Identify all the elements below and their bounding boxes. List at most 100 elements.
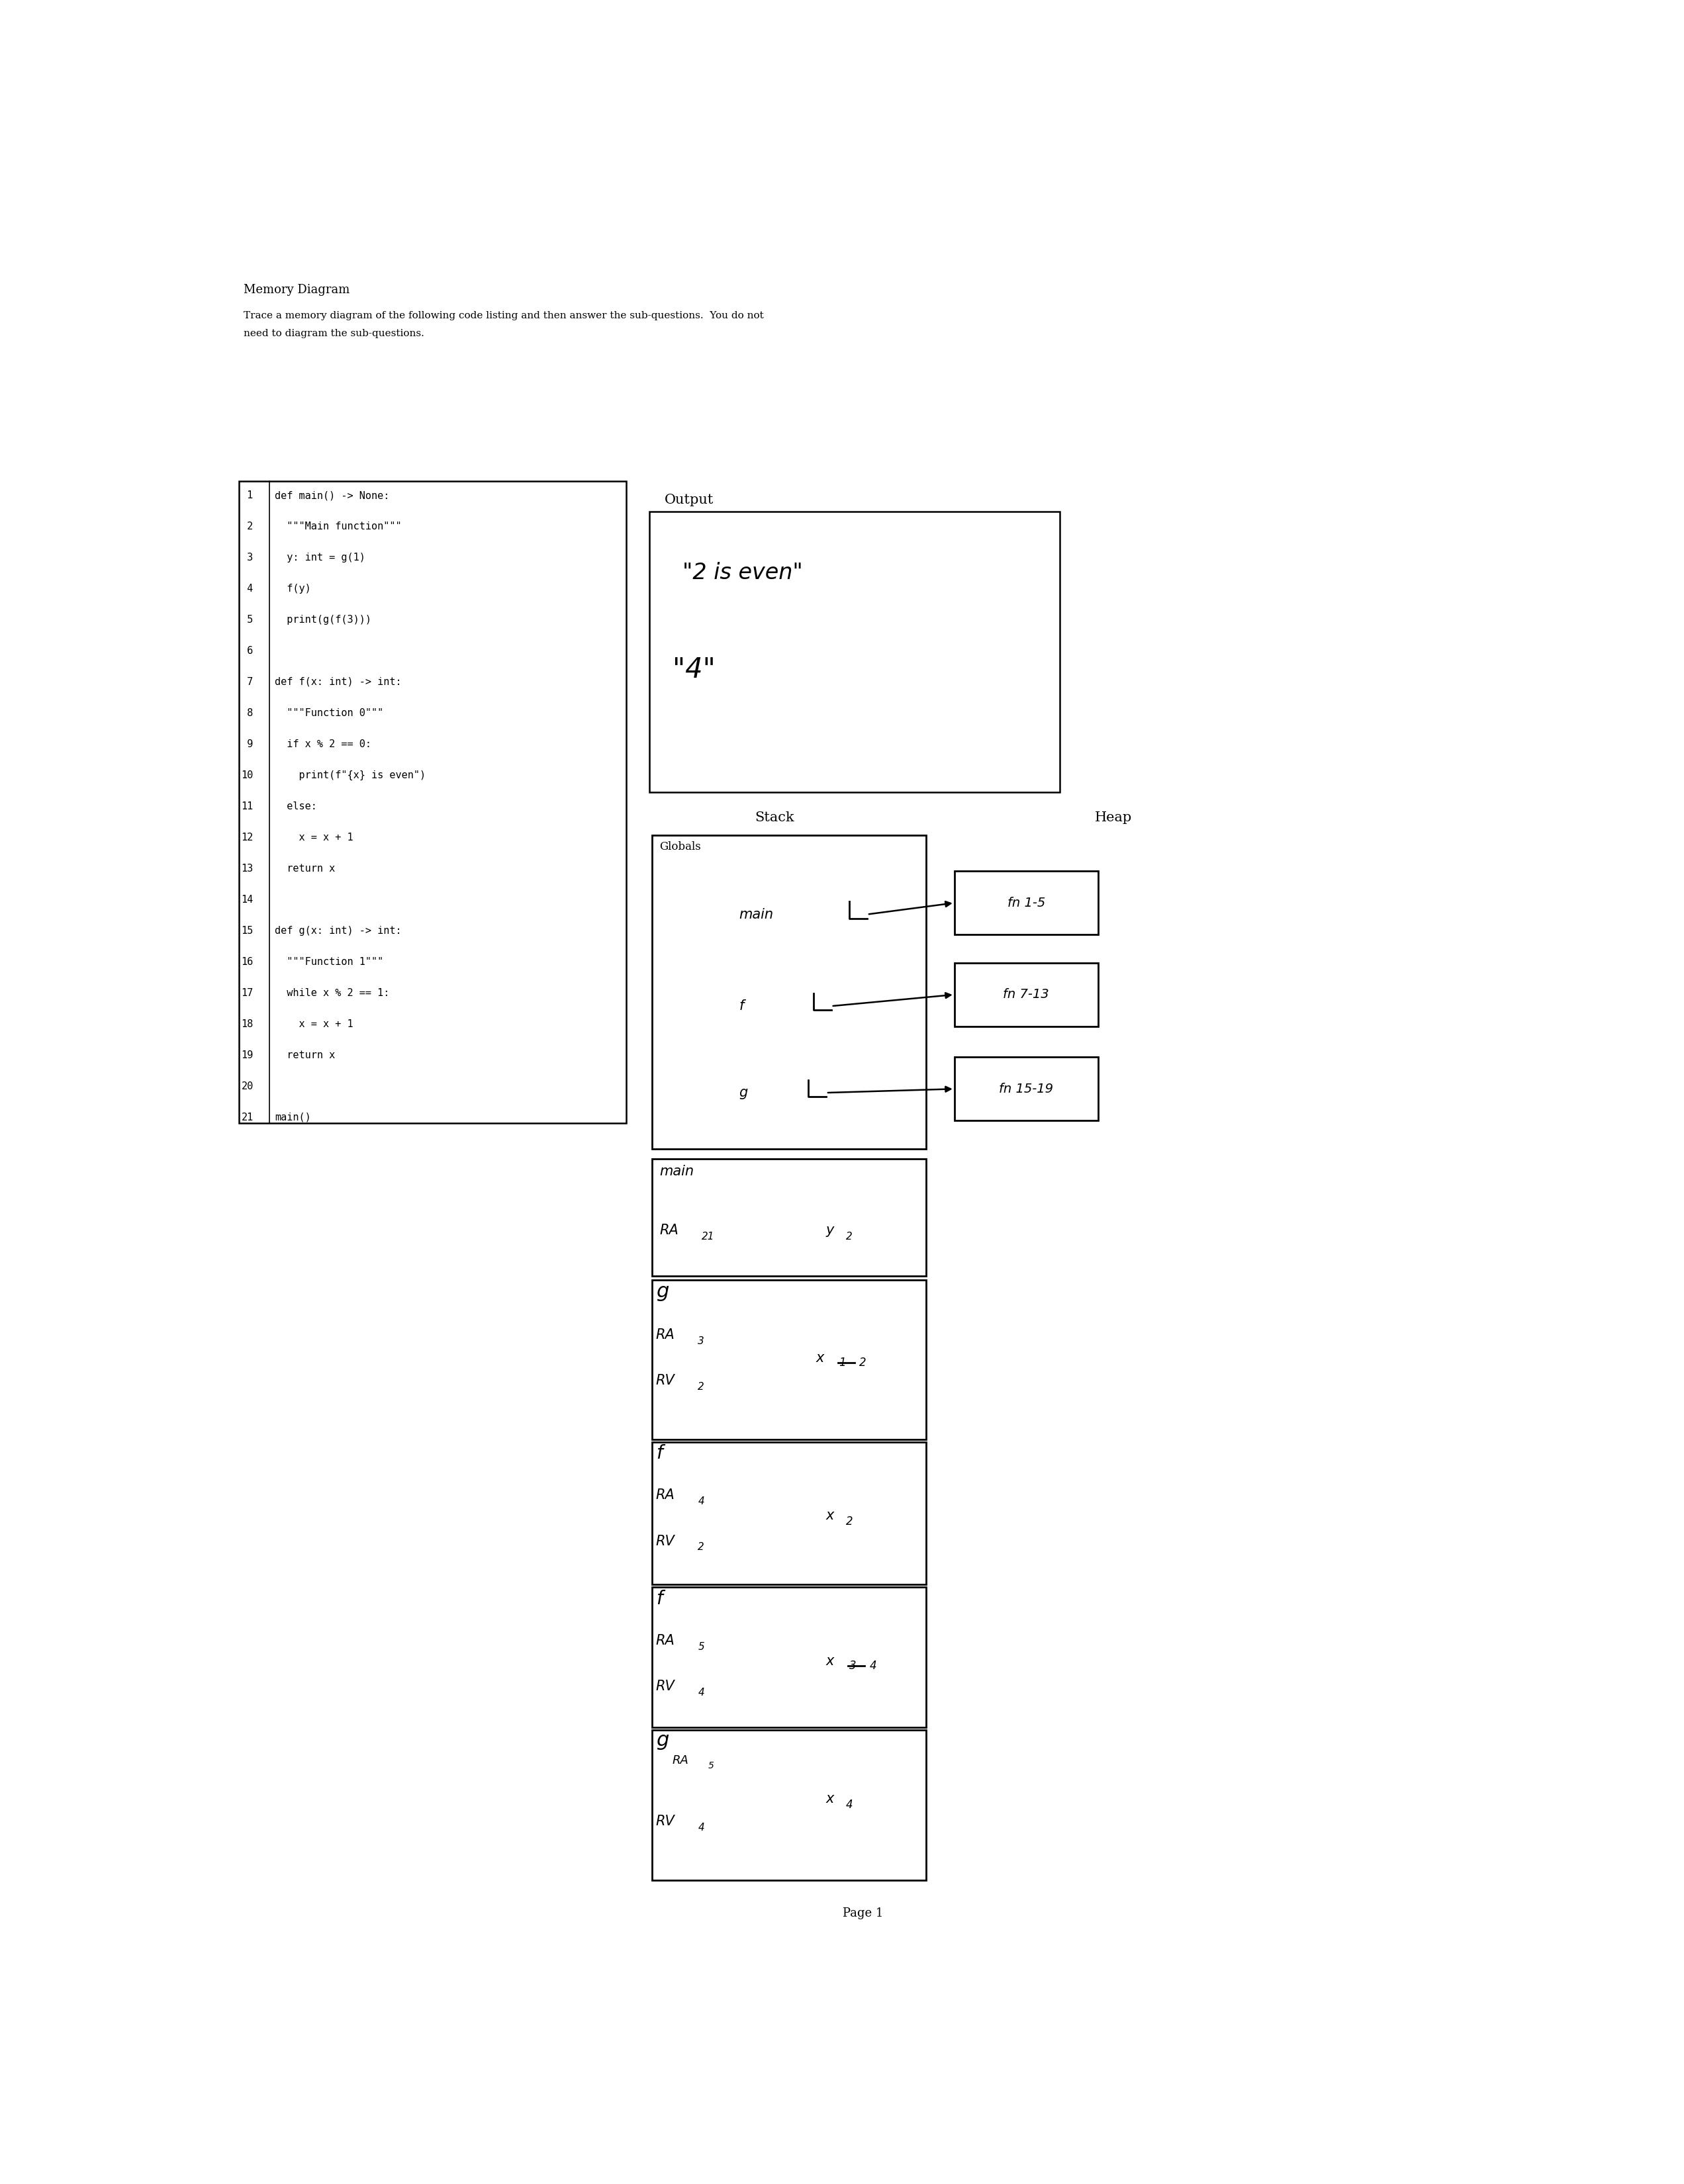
Text: g: g bbox=[655, 1282, 669, 1302]
Text: 4: 4 bbox=[869, 1660, 877, 1673]
Text: 21: 21 bbox=[702, 1232, 714, 1241]
Bar bbox=[652, 834, 926, 1149]
Text: 13: 13 bbox=[241, 863, 253, 874]
Text: RV: RV bbox=[655, 1535, 675, 1548]
Text: fn 15-19: fn 15-19 bbox=[999, 1083, 1052, 1094]
Text: g: g bbox=[655, 1730, 669, 1749]
Text: else:: else: bbox=[274, 802, 317, 810]
Text: "2 is even": "2 is even" bbox=[682, 561, 803, 583]
Text: Output: Output bbox=[665, 494, 714, 507]
Text: g: g bbox=[739, 1085, 748, 1099]
Text: 2: 2 bbox=[241, 522, 253, 531]
Text: 19: 19 bbox=[241, 1051, 253, 1059]
Text: RA: RA bbox=[660, 1223, 679, 1236]
Text: fn 7-13: fn 7-13 bbox=[1004, 989, 1049, 1000]
Text: 18: 18 bbox=[241, 1020, 253, 1029]
Text: need to diagram the sub-questions.: need to diagram the sub-questions. bbox=[244, 330, 424, 339]
Text: 15: 15 bbox=[241, 926, 253, 935]
Text: """Main function""": """Main function""" bbox=[274, 522, 401, 531]
Text: RV: RV bbox=[655, 1374, 675, 1387]
Text: y: y bbox=[827, 1223, 834, 1236]
Bar bbox=[239, 480, 626, 1123]
Text: Page 1: Page 1 bbox=[842, 1907, 884, 1920]
Text: RA: RA bbox=[655, 1328, 675, 1341]
Text: 16: 16 bbox=[241, 957, 253, 968]
Text: main: main bbox=[739, 909, 773, 922]
Text: def main() -> None:: def main() -> None: bbox=[274, 491, 389, 500]
Text: 3: 3 bbox=[241, 553, 253, 563]
Text: 4: 4 bbox=[845, 1800, 852, 1811]
Bar bbox=[652, 1280, 926, 1439]
Text: RA: RA bbox=[655, 1489, 675, 1503]
Text: 8: 8 bbox=[241, 708, 253, 719]
Bar bbox=[652, 1588, 926, 1728]
Text: main: main bbox=[660, 1164, 694, 1179]
Text: f(y): f(y) bbox=[274, 583, 312, 594]
Text: print(f"{x} is even"): print(f"{x} is even") bbox=[274, 771, 426, 780]
Text: 3: 3 bbox=[697, 1337, 704, 1345]
Text: while x % 2 == 1:: while x % 2 == 1: bbox=[274, 987, 389, 998]
Text: Heap: Heap bbox=[1095, 810, 1132, 823]
Text: 2: 2 bbox=[697, 1542, 704, 1553]
Text: Memory Diagram: Memory Diagram bbox=[244, 284, 350, 297]
Text: RV: RV bbox=[655, 1679, 675, 1693]
Text: 4: 4 bbox=[697, 1688, 704, 1697]
Text: if x % 2 == 0:: if x % 2 == 0: bbox=[274, 738, 370, 749]
Text: return x: return x bbox=[274, 863, 335, 874]
Text: Trace a memory diagram of the following code listing and then answer the sub-que: Trace a memory diagram of the following … bbox=[244, 310, 765, 321]
Text: 4: 4 bbox=[241, 583, 253, 594]
Text: 5: 5 bbox=[707, 1760, 714, 1769]
Text: """Function 0""": """Function 0""" bbox=[274, 708, 384, 719]
Text: print(g(f(3))): print(g(f(3))) bbox=[274, 616, 370, 625]
Bar bbox=[648, 511, 1059, 793]
Text: 10: 10 bbox=[241, 771, 253, 780]
Text: 6: 6 bbox=[241, 646, 253, 655]
Text: 20: 20 bbox=[241, 1081, 253, 1092]
Text: 1: 1 bbox=[839, 1356, 845, 1369]
Text: RV: RV bbox=[655, 1815, 675, 1828]
Text: 4: 4 bbox=[697, 1496, 704, 1507]
Text: f: f bbox=[655, 1590, 662, 1607]
Text: 2: 2 bbox=[845, 1232, 852, 1241]
Bar bbox=[955, 963, 1098, 1026]
Text: x: x bbox=[827, 1653, 834, 1669]
Text: f: f bbox=[655, 1444, 662, 1463]
Bar bbox=[955, 1057, 1098, 1120]
Text: x: x bbox=[827, 1509, 834, 1522]
Text: RA: RA bbox=[672, 1754, 689, 1767]
Text: 17: 17 bbox=[241, 987, 253, 998]
Text: x = x + 1: x = x + 1 bbox=[274, 832, 354, 843]
Text: Globals: Globals bbox=[660, 841, 701, 852]
Text: f: f bbox=[739, 1000, 744, 1013]
Text: 9: 9 bbox=[241, 738, 253, 749]
Text: 2: 2 bbox=[845, 1516, 852, 1529]
Text: 12: 12 bbox=[241, 832, 253, 843]
Text: 11: 11 bbox=[241, 802, 253, 810]
Text: x: x bbox=[827, 1791, 834, 1806]
Text: x = x + 1: x = x + 1 bbox=[274, 1020, 354, 1029]
Text: x: x bbox=[815, 1352, 823, 1365]
Text: 7: 7 bbox=[241, 677, 253, 688]
Bar bbox=[652, 1160, 926, 1275]
Text: fn 1-5: fn 1-5 bbox=[1007, 898, 1046, 909]
Text: return x: return x bbox=[274, 1051, 335, 1059]
Text: 5: 5 bbox=[241, 616, 253, 625]
Text: RA: RA bbox=[655, 1634, 675, 1647]
Text: 4: 4 bbox=[697, 1824, 704, 1832]
Bar bbox=[652, 1730, 926, 1880]
Text: Stack: Stack bbox=[754, 810, 795, 823]
Text: 1: 1 bbox=[241, 491, 253, 500]
Text: def g(x: int) -> int:: def g(x: int) -> int: bbox=[274, 926, 401, 935]
Text: 2: 2 bbox=[697, 1382, 704, 1391]
Text: def f(x: int) -> int:: def f(x: int) -> int: bbox=[274, 677, 401, 688]
Text: 14: 14 bbox=[241, 895, 253, 904]
Text: 21: 21 bbox=[241, 1112, 253, 1123]
Text: y: int = g(1): y: int = g(1) bbox=[274, 553, 365, 563]
Bar bbox=[652, 1441, 926, 1586]
Text: 5: 5 bbox=[697, 1642, 704, 1651]
Text: """Function 1""": """Function 1""" bbox=[274, 957, 384, 968]
Text: 2: 2 bbox=[859, 1356, 867, 1369]
Bar bbox=[955, 871, 1098, 935]
Text: 3: 3 bbox=[849, 1660, 855, 1673]
Text: "4": "4" bbox=[672, 655, 716, 684]
